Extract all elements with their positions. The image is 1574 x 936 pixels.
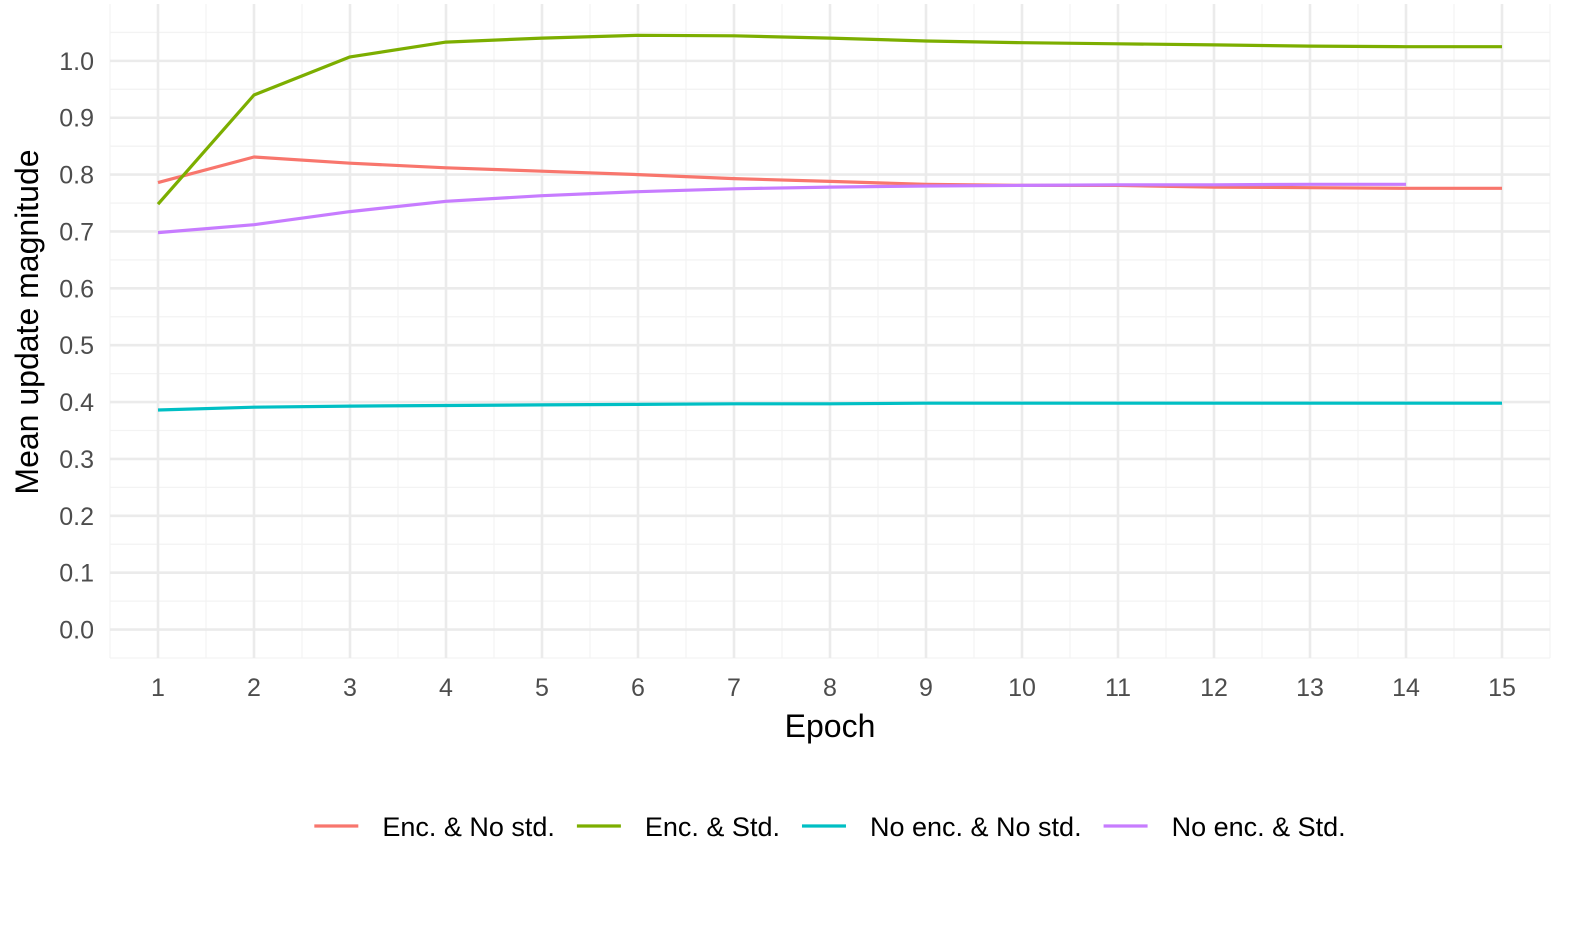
y-axis-title: Mean update magnitude [9,149,45,494]
x-tick-label: 8 [823,674,837,702]
x-tick-label: 9 [919,674,933,702]
x-tick-label: 11 [1105,674,1131,702]
legend-item: Enc. & Std. [576,812,780,842]
x-axis-tick-labels: 1 2 3 4 5 6 7 8 9 10 11 12 13 14 15 [151,674,1516,702]
series-line [157,401,1502,412]
x-tick-label: 5 [535,674,549,702]
legend-label: No enc. & No std. [870,812,1082,842]
major-gridlines [110,4,1550,658]
series-lines [156,33,1502,412]
legend-item: No enc. & No std. [801,812,1082,842]
y-axis-tick-labels: 0.0 0.1 0.2 0.3 0.4 0.5 0.6 0.7 0.8 0.9 1.0 [59,48,94,645]
x-tick-label: 2 [247,674,261,702]
y-tick-label: 0.4 [59,389,94,417]
x-tick-label: 6 [631,674,645,702]
legend-item: No enc. & Std. [1103,812,1346,842]
series-line [156,33,1502,206]
x-tick-label: 4 [439,674,453,702]
x-axis-title: Epoch [785,708,876,744]
y-tick-label: 0.1 [59,560,94,588]
y-tick-label: 0.2 [59,503,94,531]
y-tick-label: 0.7 [59,218,94,246]
x-tick-label: 12 [1200,674,1228,702]
y-tick-label: 0.8 [59,162,94,190]
x-tick-label: 10 [1008,674,1036,702]
legend-label: Enc. & Std. [645,812,780,842]
x-tick-label: 7 [727,674,741,702]
y-tick-label: 0.0 [59,617,94,645]
y-tick-label: 0.5 [59,332,94,360]
y-tick-label: 0.6 [59,275,94,303]
legend: Enc. & No std. Enc. & Std. No enc. & No st… [314,812,1346,842]
x-tick-label: 15 [1488,674,1516,702]
x-tick-label: 1 [151,674,165,702]
series-line [157,182,1406,235]
x-tick-label: 3 [343,674,357,702]
x-tick-label: 13 [1296,674,1324,702]
y-tick-label: 0.9 [59,105,94,133]
x-tick-label: 14 [1392,674,1420,702]
legend-label: Enc. & No std. [382,812,555,842]
y-tick-label: 1.0 [59,48,94,76]
series-line [157,155,1502,190]
legend-label: No enc. & Std. [1172,812,1346,842]
legend-item: Enc. & No std. [314,812,555,842]
y-tick-label: 0.3 [59,446,94,474]
